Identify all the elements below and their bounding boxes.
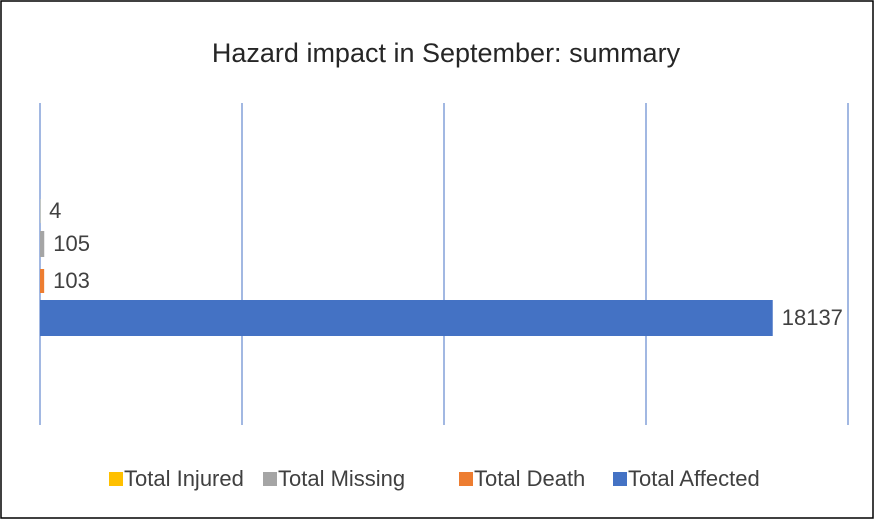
data-label: 4 (49, 198, 61, 223)
bar (40, 269, 45, 293)
bar (40, 300, 773, 336)
legend-swatch (459, 472, 473, 486)
legend-swatch (109, 472, 123, 486)
data-label: 105 (53, 231, 90, 256)
legend-swatch (613, 472, 627, 486)
legend-swatch (263, 472, 277, 486)
legend-label: Total Injured (124, 466, 244, 491)
legend-label: Total Affected (628, 466, 760, 491)
data-label: 103 (53, 268, 90, 293)
chart-title: Hazard impact in September: summary (212, 38, 681, 68)
bar (40, 231, 45, 257)
data-label: 18137 (782, 305, 843, 330)
legend-label: Total Death (474, 466, 585, 491)
legend-label: Total Missing (278, 466, 405, 491)
